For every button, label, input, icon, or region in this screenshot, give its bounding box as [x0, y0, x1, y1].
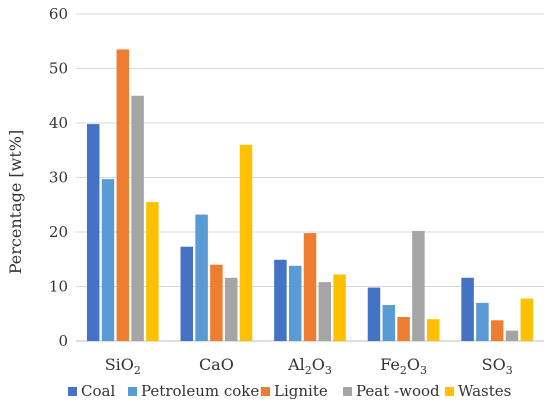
legend-item: Wastes	[445, 382, 511, 400]
y-tick-label: 30	[49, 169, 68, 187]
bar-petroleum-coke-0	[101, 179, 115, 341]
x-axis-categories: SiO2 CaO Al2O3 Fe2O3 SO3	[105, 355, 513, 377]
y-tick-label: 20	[49, 223, 68, 241]
y-tick-label: 10	[49, 278, 68, 296]
bar-peat-wood-0	[131, 95, 144, 341]
legend-swatch	[128, 387, 137, 396]
bar-coal-4	[461, 277, 474, 341]
legend: Coal Petroleum coke Lignite Peat -wood Waste…	[68, 382, 511, 400]
x-category-label: SiO2	[105, 355, 141, 377]
bar-lignite-2	[303, 233, 317, 341]
bar-lignite-1	[210, 264, 223, 341]
bar-peat-wood-3	[412, 230, 425, 341]
bar-coal-2	[274, 259, 287, 341]
y-tick-label: 50	[49, 60, 68, 78]
legend-label: Coal	[81, 382, 115, 400]
bar-coal-0	[86, 124, 100, 341]
bar-petroleum-coke-3	[382, 305, 396, 341]
legend-item: Peat -wood	[343, 382, 440, 400]
bar-lignite-0	[116, 49, 130, 342]
bar-wastes-1	[239, 144, 253, 341]
legend-swatch	[68, 387, 77, 396]
bar-peat-wood-2	[318, 282, 332, 341]
bar-wastes-2	[333, 274, 346, 341]
legend-swatch	[343, 387, 352, 396]
y-tick-label: 0	[58, 332, 68, 350]
y-tick-label: 60	[49, 5, 68, 23]
bar-coal-1	[180, 246, 194, 341]
legend-swatch	[261, 387, 270, 396]
bar-peat-wood-1	[224, 277, 238, 341]
bar-lignite-3	[397, 317, 410, 341]
x-category-label: Fe2O3	[380, 355, 427, 377]
bar-wastes-0	[146, 202, 159, 341]
bar-petroleum-coke-2	[288, 265, 302, 341]
y-tick-label: 40	[49, 114, 68, 132]
legend-label: Lignite	[274, 382, 328, 400]
legend-item: Coal	[68, 382, 115, 400]
bar-petroleum-coke-1	[195, 214, 208, 341]
x-category-label: Al2O3	[287, 355, 332, 377]
y-axis-label: Percentage [wt%]	[6, 130, 25, 274]
legend-label: Wastes	[458, 382, 511, 400]
legend-label: Peat -wood	[356, 382, 440, 400]
legend-label: Petroleum coke	[141, 382, 259, 400]
x-category-label: CaO	[199, 355, 234, 374]
x-category-label: SO3	[482, 355, 513, 377]
bar-wastes-4	[520, 298, 534, 341]
legend-swatch	[445, 387, 454, 396]
bar-coal-3	[367, 287, 381, 341]
bar-peat-wood-4	[505, 330, 519, 341]
bar-petroleum-coke-4	[476, 302, 489, 341]
bars	[86, 49, 534, 342]
bar-lignite-4	[490, 320, 504, 341]
legend-item: Lignite	[261, 382, 328, 400]
legend-item: Petroleum coke	[128, 382, 259, 400]
y-axis-ticks: 0 10 20 30 40 50 60	[49, 5, 68, 350]
bar-wastes-3	[426, 319, 440, 341]
